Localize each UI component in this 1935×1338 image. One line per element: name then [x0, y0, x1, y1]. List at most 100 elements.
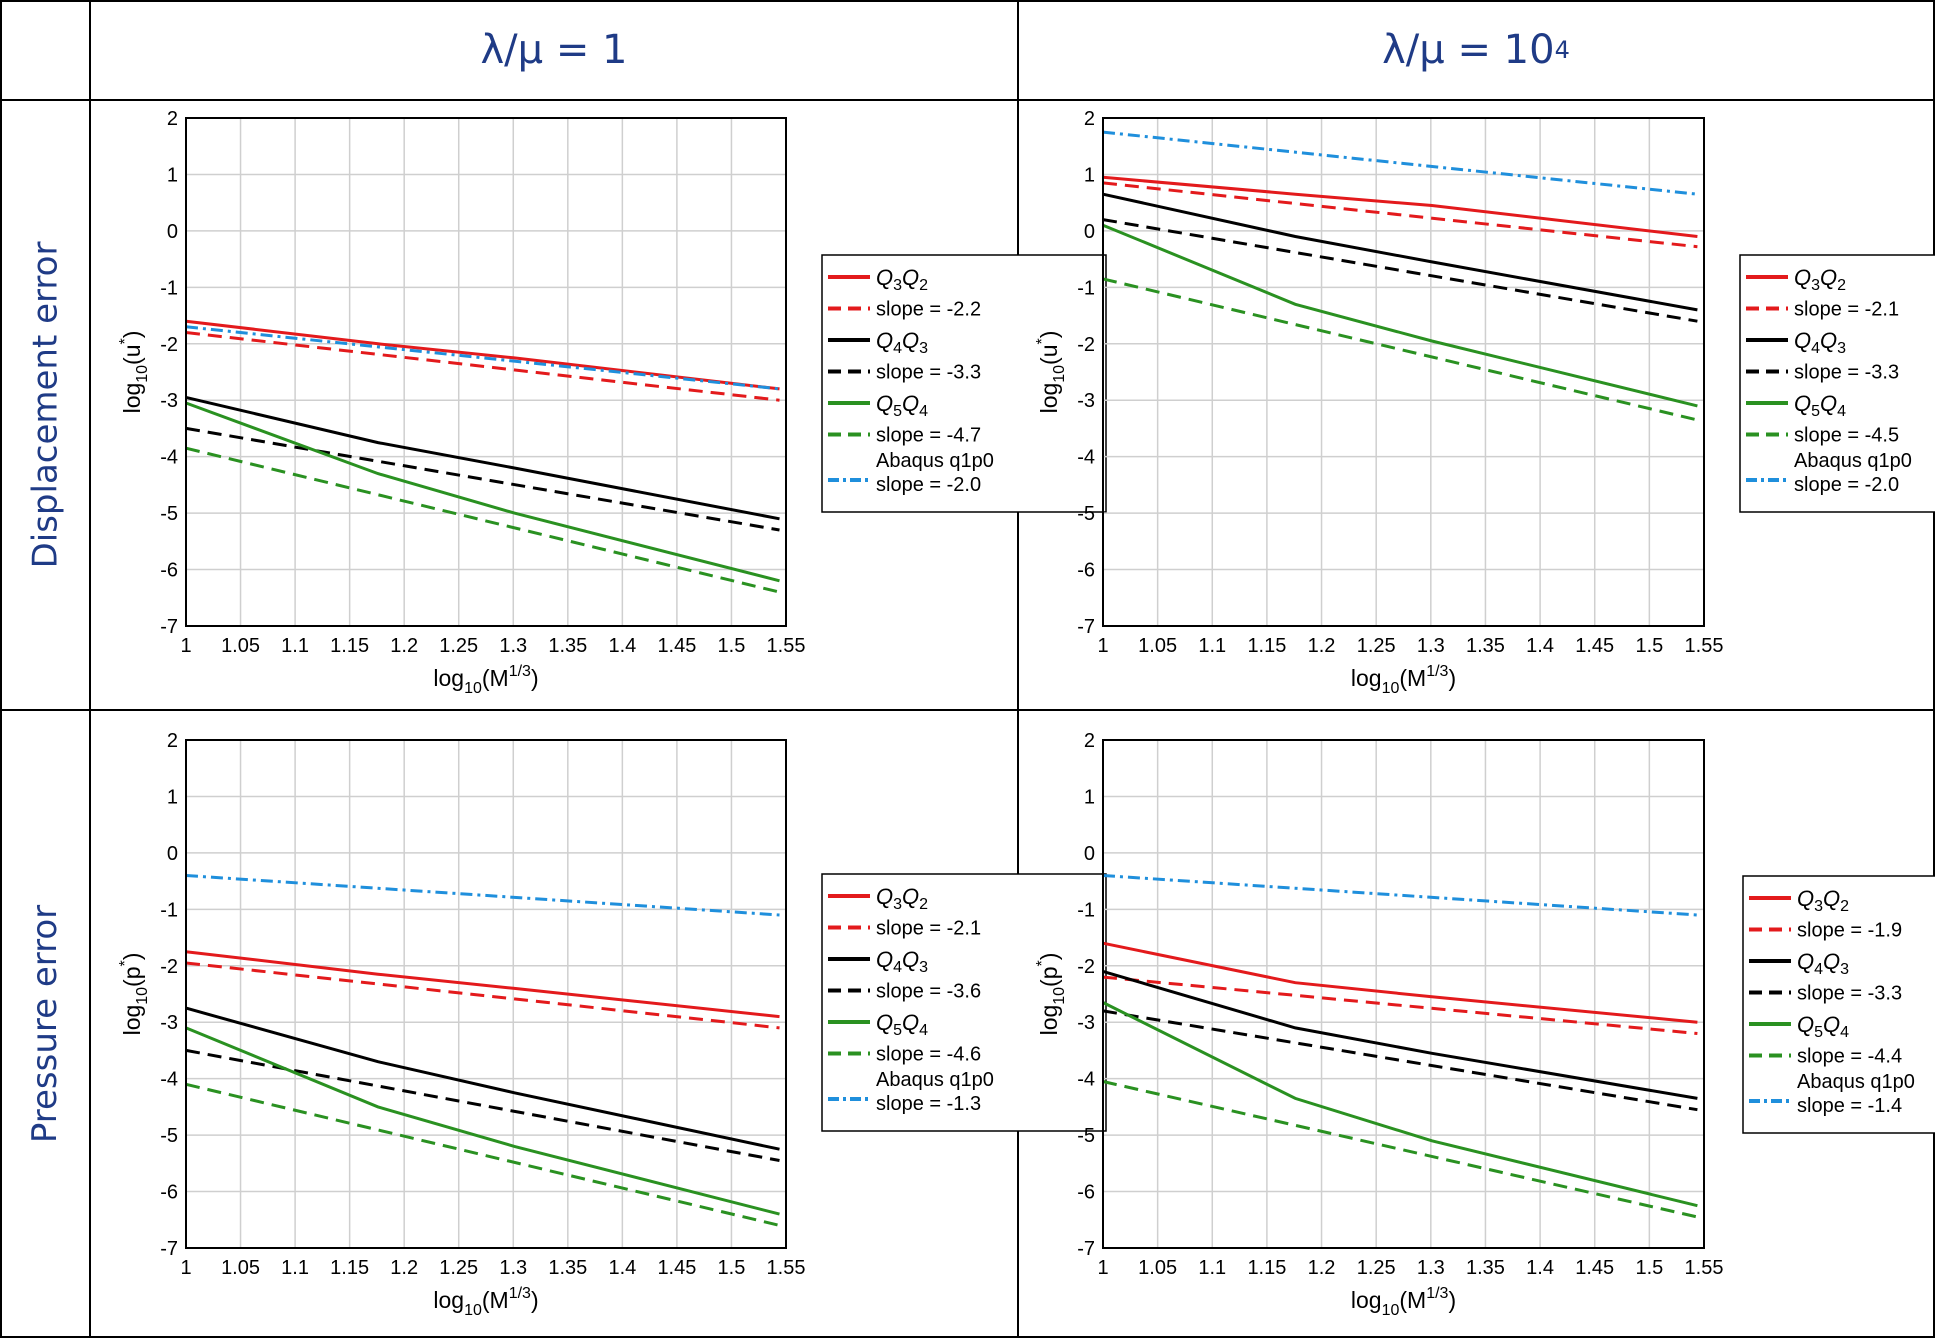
- legend-label-slope: slope = -1.4: [1797, 1095, 1902, 1117]
- legend-box: [821, 873, 1107, 1132]
- legend-box: [1742, 875, 1935, 1134]
- x-tick-label: 1.15: [1247, 1257, 1286, 1279]
- axes-box: [1102, 117, 1705, 627]
- column-header-label: λ/μ = 1: [480, 27, 628, 73]
- legend-label: slope = -2.1: [1794, 299, 1899, 321]
- x-tick-label: 1.1: [281, 635, 309, 657]
- series-line-slope-3-3: [185, 426, 780, 532]
- x-tick-label: 1.25: [1357, 1257, 1396, 1279]
- y-tick-label: 0: [1084, 221, 1095, 243]
- legend-label: Abaqus q1p0: [876, 450, 994, 472]
- x-tick-label: 1.45: [1575, 1257, 1614, 1279]
- series-line-slope-3-3: [1102, 218, 1698, 323]
- table-header-divider: [0, 99, 1935, 101]
- series-line-q5q4: [1102, 1001, 1698, 1208]
- legend-label: Q3Q2: [1794, 265, 1846, 294]
- legend: Q3Q2 slope = -2.2 Q4Q3 slope = -3.3 Q5Q4 slop…: [821, 254, 1107, 513]
- series-line-q3q2: [1102, 175, 1698, 238]
- legend-label: Q4Q3: [1797, 949, 1849, 978]
- x-tick-label: 1.35: [548, 1257, 587, 1279]
- series-line-q4q3: [1102, 969, 1698, 1100]
- y-tick-label: -2: [160, 334, 178, 356]
- legend-label: Q5Q4: [876, 391, 928, 420]
- series-line-q3q2: [1102, 941, 1698, 1024]
- series-line-slope-3-3: [1102, 1009, 1698, 1112]
- y-tick-label: -7: [160, 1238, 178, 1260]
- series-line-slope-4-4: [1102, 1080, 1698, 1219]
- y-tick-label: 0: [167, 843, 178, 865]
- y-tick-label: -5: [160, 503, 178, 525]
- y-tick-label: 1: [167, 164, 178, 186]
- y-tick-label: -1: [160, 277, 178, 299]
- series-line-q3q2: [185, 950, 780, 1019]
- legend-label: Q4Q3: [1794, 328, 1846, 357]
- legend-label: slope = -4.7: [876, 425, 981, 447]
- x-tick-label: 1.5: [718, 1257, 746, 1279]
- series-line-slope-2-2: [185, 331, 780, 402]
- x-tick-label: 1: [1097, 1257, 1108, 1279]
- x-axis-label: log10(M1/3): [1351, 1285, 1456, 1319]
- data-series: [1102, 874, 1698, 1219]
- x-tick-label: 1.55: [767, 1257, 806, 1279]
- legend-label-slope: slope = -2.0: [1794, 474, 1899, 496]
- grid-lines: [1102, 117, 1705, 627]
- legend: Q3Q2 slope = -2.1 Q4Q3 slope = -3.3 Q5Q4 slop…: [1739, 254, 1935, 513]
- x-tick-label: 1.3: [499, 635, 527, 657]
- y-tick-label: 2: [167, 730, 178, 752]
- y-tick-label: -1: [1077, 899, 1095, 921]
- x-tick-label: 1: [180, 635, 191, 657]
- axes-box: [185, 739, 787, 1249]
- y-tick-label: -2: [160, 956, 178, 978]
- data-series: [1102, 130, 1698, 422]
- y-tick-label: -2: [1077, 956, 1095, 978]
- y-axis-label: log10(u*): [117, 331, 151, 414]
- table-bottom-border: [0, 1336, 1935, 1338]
- x-tick-label: 1.2: [1308, 1257, 1336, 1279]
- y-tick-label: -3: [160, 390, 178, 412]
- legend-label: Abaqus q1p0: [1794, 450, 1912, 472]
- pressure-error-lambda-1-chart: 1 1.05 1.1 1.15 1.2 1.25 1.3 1.35 1.4 1.45 1.5 1.55…: [117, 730, 1107, 1319]
- y-tick-label: -1: [1077, 277, 1095, 299]
- x-tick-label: 1.05: [1138, 1257, 1177, 1279]
- column-header-label: λ/μ = 10: [1382, 27, 1555, 73]
- legend-label: slope = -4.6: [876, 1044, 981, 1066]
- x-tick-label: 1: [1097, 635, 1108, 657]
- axes-box: [1102, 739, 1705, 1249]
- x-axis-label: log10(M1/3): [433, 1285, 538, 1319]
- x-tick-label: 1.5: [718, 635, 746, 657]
- legend-label-slope: slope = -1.3: [876, 1093, 981, 1115]
- x-tick-label: 1.15: [330, 1257, 369, 1279]
- x-tick-label: 1.45: [657, 1257, 696, 1279]
- pressure-error-lambda-1e4-chart: 1 1.05 1.1 1.15 1.2 1.25 1.3 1.35 1.4 1.45 1.5 1.55…: [1034, 730, 1935, 1319]
- series-line-slope-1-9: [1102, 975, 1698, 1035]
- row-header-label: Pressure error: [25, 904, 65, 1143]
- series-line-slope-2-1: [1102, 181, 1698, 249]
- x-tick-label: 1.05: [221, 635, 260, 657]
- x-tick-label: 1.5: [1635, 635, 1663, 657]
- x-tick-label: 1.25: [1357, 635, 1396, 657]
- row-header-label: Displacement error: [25, 241, 66, 569]
- y-tick-label: -3: [1077, 1012, 1095, 1034]
- x-tick-label: 1.45: [1575, 635, 1614, 657]
- legend-label: Q3Q2: [876, 265, 928, 294]
- x-tick-label: 1.4: [1526, 1257, 1554, 1279]
- series-line-q5q4: [185, 1026, 780, 1216]
- table-top-border: [0, 0, 1935, 2]
- legend-label: slope = -3.3: [1797, 983, 1902, 1005]
- x-tick-label: 1.25: [439, 1257, 478, 1279]
- legend-label-slope: slope = -2.0: [876, 474, 981, 496]
- x-tick-label: 1.2: [390, 1257, 418, 1279]
- x-tick-label: 1.05: [1138, 635, 1177, 657]
- legend: Q3Q2 slope = -2.1 Q4Q3 slope = -3.6 Q5Q4 slop…: [821, 873, 1107, 1132]
- legend-label: Q3Q2: [1797, 886, 1849, 915]
- y-tick-label: 2: [1084, 730, 1095, 752]
- table-row-header-divider: [89, 0, 91, 1338]
- column-header-exponent: 4: [1554, 36, 1570, 64]
- x-tick-label: 1.25: [439, 635, 478, 657]
- y-axis-label: log10(u*): [1034, 331, 1068, 414]
- y-tick-label: -4: [1077, 1069, 1095, 1091]
- tick-labels: 1 1.05 1.1 1.15 1.2 1.25 1.3 1.35 1.4 1.45 1.5 1.55…: [1077, 108, 1723, 657]
- legend-label: Abaqus q1p0: [876, 1069, 994, 1091]
- series-line-q4q3: [185, 1006, 780, 1151]
- x-tick-label: 1.45: [657, 635, 696, 657]
